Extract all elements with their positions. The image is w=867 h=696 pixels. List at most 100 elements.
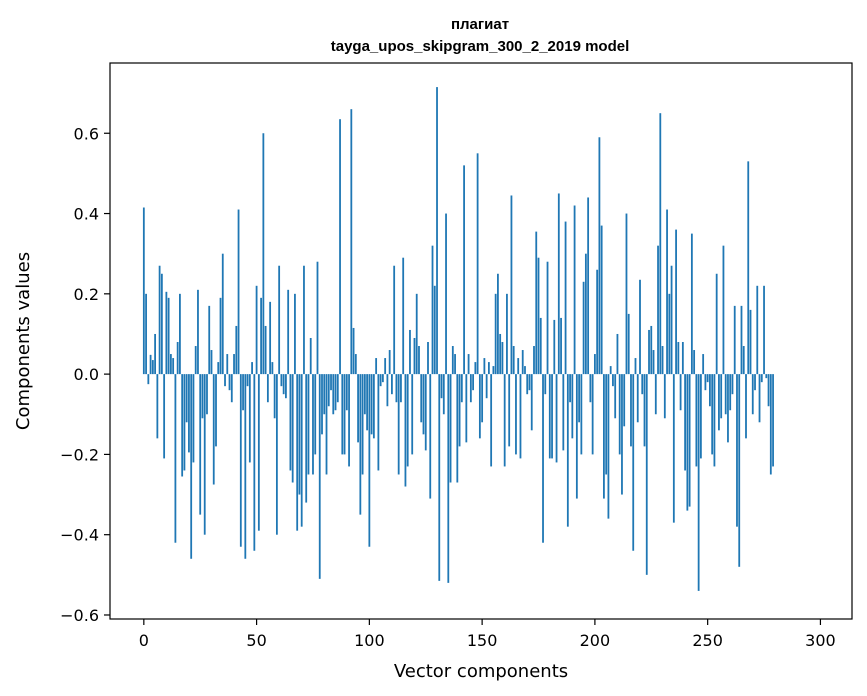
bar <box>492 366 495 375</box>
bar <box>747 161 750 375</box>
bar <box>648 329 650 375</box>
bar <box>235 325 238 375</box>
bar <box>248 374 251 463</box>
bar <box>697 374 700 591</box>
bar <box>179 293 181 375</box>
bar <box>454 354 456 375</box>
x-axis-ticks: 0 50 100 150 200 250 300 <box>139 619 836 650</box>
bar <box>499 333 502 375</box>
bar <box>406 374 409 467</box>
bar <box>397 374 400 475</box>
x-tick-label: 150 <box>467 631 498 650</box>
bar <box>260 297 262 375</box>
bar <box>458 374 461 447</box>
bar <box>354 354 357 375</box>
bar <box>616 333 619 375</box>
bar <box>445 213 447 375</box>
y-tick-label: 0.0 <box>74 365 99 384</box>
bar <box>767 374 770 407</box>
bar <box>388 350 391 375</box>
x-tick-label: 200 <box>580 631 611 650</box>
bar <box>361 374 364 475</box>
bar <box>668 293 671 375</box>
bar <box>566 374 569 527</box>
bar <box>368 374 371 547</box>
bar <box>427 342 429 375</box>
bar <box>517 358 520 375</box>
bar <box>469 374 472 403</box>
bar <box>221 253 224 375</box>
bar <box>219 297 222 375</box>
bar <box>526 374 529 395</box>
bar <box>476 153 479 375</box>
bar <box>521 350 524 375</box>
bar <box>154 333 156 375</box>
bar <box>562 374 565 451</box>
chart-subtitle: tayga_upos_skipgram_300_2_2019 model <box>331 38 630 55</box>
bar <box>343 374 346 455</box>
bar <box>472 374 474 391</box>
bar <box>224 374 226 387</box>
bar <box>711 374 714 455</box>
bar <box>740 305 743 375</box>
y-tick-label: 0.6 <box>74 124 99 143</box>
chart-title: плагиат <box>451 16 509 33</box>
bar <box>142 207 145 375</box>
bar <box>404 374 407 487</box>
bar <box>630 374 632 447</box>
bar <box>176 342 179 375</box>
bar <box>756 285 759 375</box>
bar <box>738 374 741 567</box>
bar <box>447 374 450 583</box>
bar <box>670 265 673 375</box>
bar <box>681 342 684 375</box>
bar <box>650 325 653 375</box>
bar <box>605 374 608 475</box>
bar <box>169 354 172 375</box>
bar <box>418 346 420 375</box>
bar <box>201 374 204 419</box>
bar <box>645 374 648 575</box>
bar <box>666 209 668 375</box>
bar <box>262 133 265 375</box>
bar <box>551 374 553 459</box>
bar <box>724 374 727 415</box>
bar <box>321 374 323 435</box>
bar <box>519 374 522 459</box>
bar <box>156 374 159 439</box>
bar <box>352 327 355 375</box>
y-tick-label: 0.2 <box>74 285 99 304</box>
bar <box>359 374 362 515</box>
bar <box>381 374 384 383</box>
bar <box>542 374 544 543</box>
bar <box>501 342 504 375</box>
bar <box>709 374 711 407</box>
bar <box>524 366 526 375</box>
y-tick-label: −0.6 <box>60 606 99 625</box>
bar <box>379 374 382 387</box>
bar <box>449 374 452 483</box>
bar <box>242 374 244 411</box>
bar <box>600 225 603 375</box>
bar <box>226 354 229 375</box>
bar <box>769 374 772 475</box>
bar <box>327 374 330 407</box>
bar <box>145 293 147 375</box>
bar <box>316 261 319 375</box>
bar <box>395 374 398 403</box>
bar <box>587 197 590 375</box>
bar <box>736 374 738 527</box>
bar <box>330 374 332 391</box>
bar <box>686 374 689 511</box>
bar <box>208 305 211 375</box>
bar <box>345 374 348 411</box>
bar <box>384 358 387 375</box>
bar <box>465 374 468 443</box>
bar <box>699 374 702 459</box>
bar <box>244 374 247 559</box>
bar <box>217 362 220 375</box>
bar <box>257 374 260 531</box>
bar <box>702 354 705 375</box>
bar <box>151 360 154 375</box>
